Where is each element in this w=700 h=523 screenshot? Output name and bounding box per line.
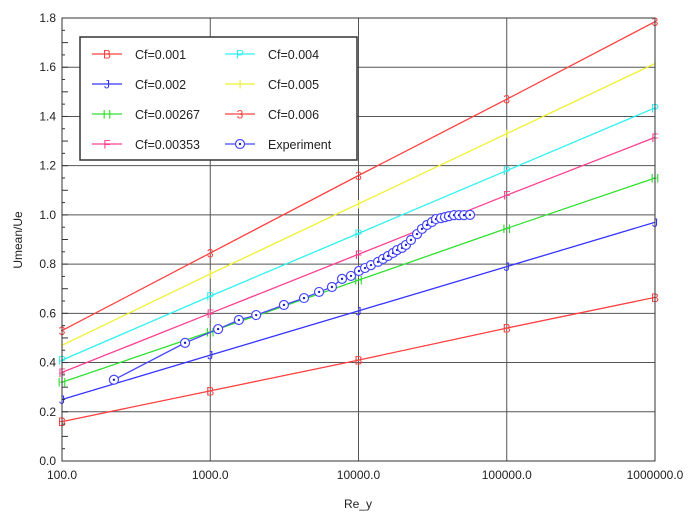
data-point-dot: [369, 263, 373, 267]
data-point-marker: F: [503, 189, 510, 203]
x-tick-label: 100.0: [47, 468, 77, 482]
x-axis-label: Re_y: [344, 497, 372, 511]
series-line: [61, 136, 656, 374]
data-point-dot: [349, 274, 353, 278]
y-tick-label: 0.4: [39, 356, 56, 370]
data-point-marker: P: [206, 290, 214, 304]
data-point-marker: B: [503, 322, 511, 336]
data-point-marker: 3: [207, 247, 214, 261]
data-point-dot: [112, 378, 116, 381]
data-point-dot: [330, 285, 334, 289]
x-tick-label: 1000.0: [192, 468, 229, 482]
series-line: [61, 62, 656, 346]
data-point-marker: H: [502, 222, 511, 236]
x-tick-label: 10000.0: [337, 468, 381, 482]
data-point-dot: [415, 232, 419, 236]
data-point-marker: I: [209, 267, 212, 281]
legend-label: Cf=0.00353: [135, 138, 200, 152]
data-point-marker: 3: [237, 108, 244, 122]
data-point-marker: I: [238, 78, 241, 92]
legend-item: Experiment: [225, 138, 332, 152]
y-tick-label: 1.4: [39, 109, 56, 123]
legend-item: I Cf=0.005: [225, 78, 319, 92]
data-point-marker: P: [503, 164, 511, 178]
y-tick-label: 1.8: [39, 11, 56, 25]
y-tick-label: 0.8: [39, 257, 56, 271]
y-tick-label: 0.0: [39, 454, 56, 468]
data-point-marker: J: [104, 78, 110, 92]
data-point-dot: [468, 213, 472, 217]
y-tick-label: 0.6: [39, 306, 56, 320]
legend-label: Cf=0.006: [268, 108, 319, 122]
x-axis: 100.0 1000.0 10000.0 100000.0 1000000.0: [47, 468, 684, 482]
series-line: [61, 21, 656, 332]
series-line: [61, 221, 656, 401]
y-tick-label: 1.6: [39, 60, 56, 74]
data-point-marker: F: [207, 307, 214, 321]
data-point-dot: [404, 243, 408, 247]
data-point-dot: [216, 327, 220, 331]
data-point-dot: [282, 303, 286, 307]
data-point-marker: I: [505, 127, 508, 141]
data-point-dot: [363, 266, 367, 270]
data-point-dot: [409, 238, 413, 242]
y-axis: 0.0 0.2 0.4 0.6 0.8 1.0 1.2 1.4 1.6 1.8: [39, 11, 68, 468]
legend-label: Cf=0.002: [135, 78, 186, 92]
data-point-marker: F: [355, 248, 362, 262]
data-point-marker: 3: [355, 169, 362, 183]
y-tick-label: 1.2: [39, 159, 56, 173]
data-point-dot: [420, 227, 424, 231]
data-point-dot: [340, 277, 344, 281]
series-line: [113, 214, 471, 381]
x-tick-label: 100000.0: [482, 468, 532, 482]
data-point-dot: [462, 213, 466, 217]
data-point-marker: B: [354, 354, 362, 368]
legend-label: Cf=0.004: [268, 48, 319, 62]
legend: B Cf=0.001 J Cf=0.002 H Cf=0.00267 F Cf=0.00353…: [79, 36, 358, 161]
series-line: [61, 177, 656, 383]
data-point-marker: J: [356, 304, 362, 318]
data-point-marker: H: [354, 274, 363, 288]
data-point-dot: [317, 290, 321, 294]
data-point-marker: J: [504, 260, 510, 274]
legend-label: Cf=0.001: [135, 48, 186, 62]
data-point-dot: [183, 341, 187, 345]
data-point-marker: P: [236, 48, 244, 62]
data-point-marker: J: [207, 349, 213, 363]
data-point-marker: B: [206, 384, 214, 398]
y-tick-label: 1.0: [39, 208, 56, 222]
data-point-marker: 3: [503, 93, 510, 107]
series-experiment: [108, 209, 476, 385]
data-point-marker: P: [354, 227, 362, 241]
series-line: [61, 107, 656, 361]
legend-item: B Cf=0.001: [92, 48, 186, 62]
data-point-marker: B: [103, 48, 111, 62]
legend-label: Cf=0.005: [268, 78, 319, 92]
legend-item: P Cf=0.004: [225, 48, 319, 62]
y-tick-label: 0.2: [39, 405, 56, 419]
data-point-dot: [302, 296, 306, 300]
data-point-dot: [254, 313, 258, 317]
data-point-marker: H: [103, 108, 112, 122]
data-point-marker: I: [357, 197, 360, 211]
y-axis-label: Umean/Ue: [11, 211, 25, 269]
legend-label: Experiment: [268, 138, 332, 152]
data-point-marker: F: [103, 138, 110, 152]
data-point-dot: [357, 269, 361, 273]
data-point-dot: [237, 318, 241, 322]
legend-item: H Cf=0.00267: [92, 108, 200, 122]
legend-item: F Cf=0.00353: [92, 138, 200, 152]
legend-box: [79, 36, 358, 161]
data-point-dot: [238, 142, 242, 146]
series-line: [61, 296, 656, 423]
legend-label: Cf=0.00267: [135, 108, 200, 122]
x-tick-label: 1000000.0: [627, 468, 684, 482]
legend-item: 3 Cf=0.006: [225, 108, 319, 122]
legend-item: J Cf=0.002: [92, 78, 186, 92]
